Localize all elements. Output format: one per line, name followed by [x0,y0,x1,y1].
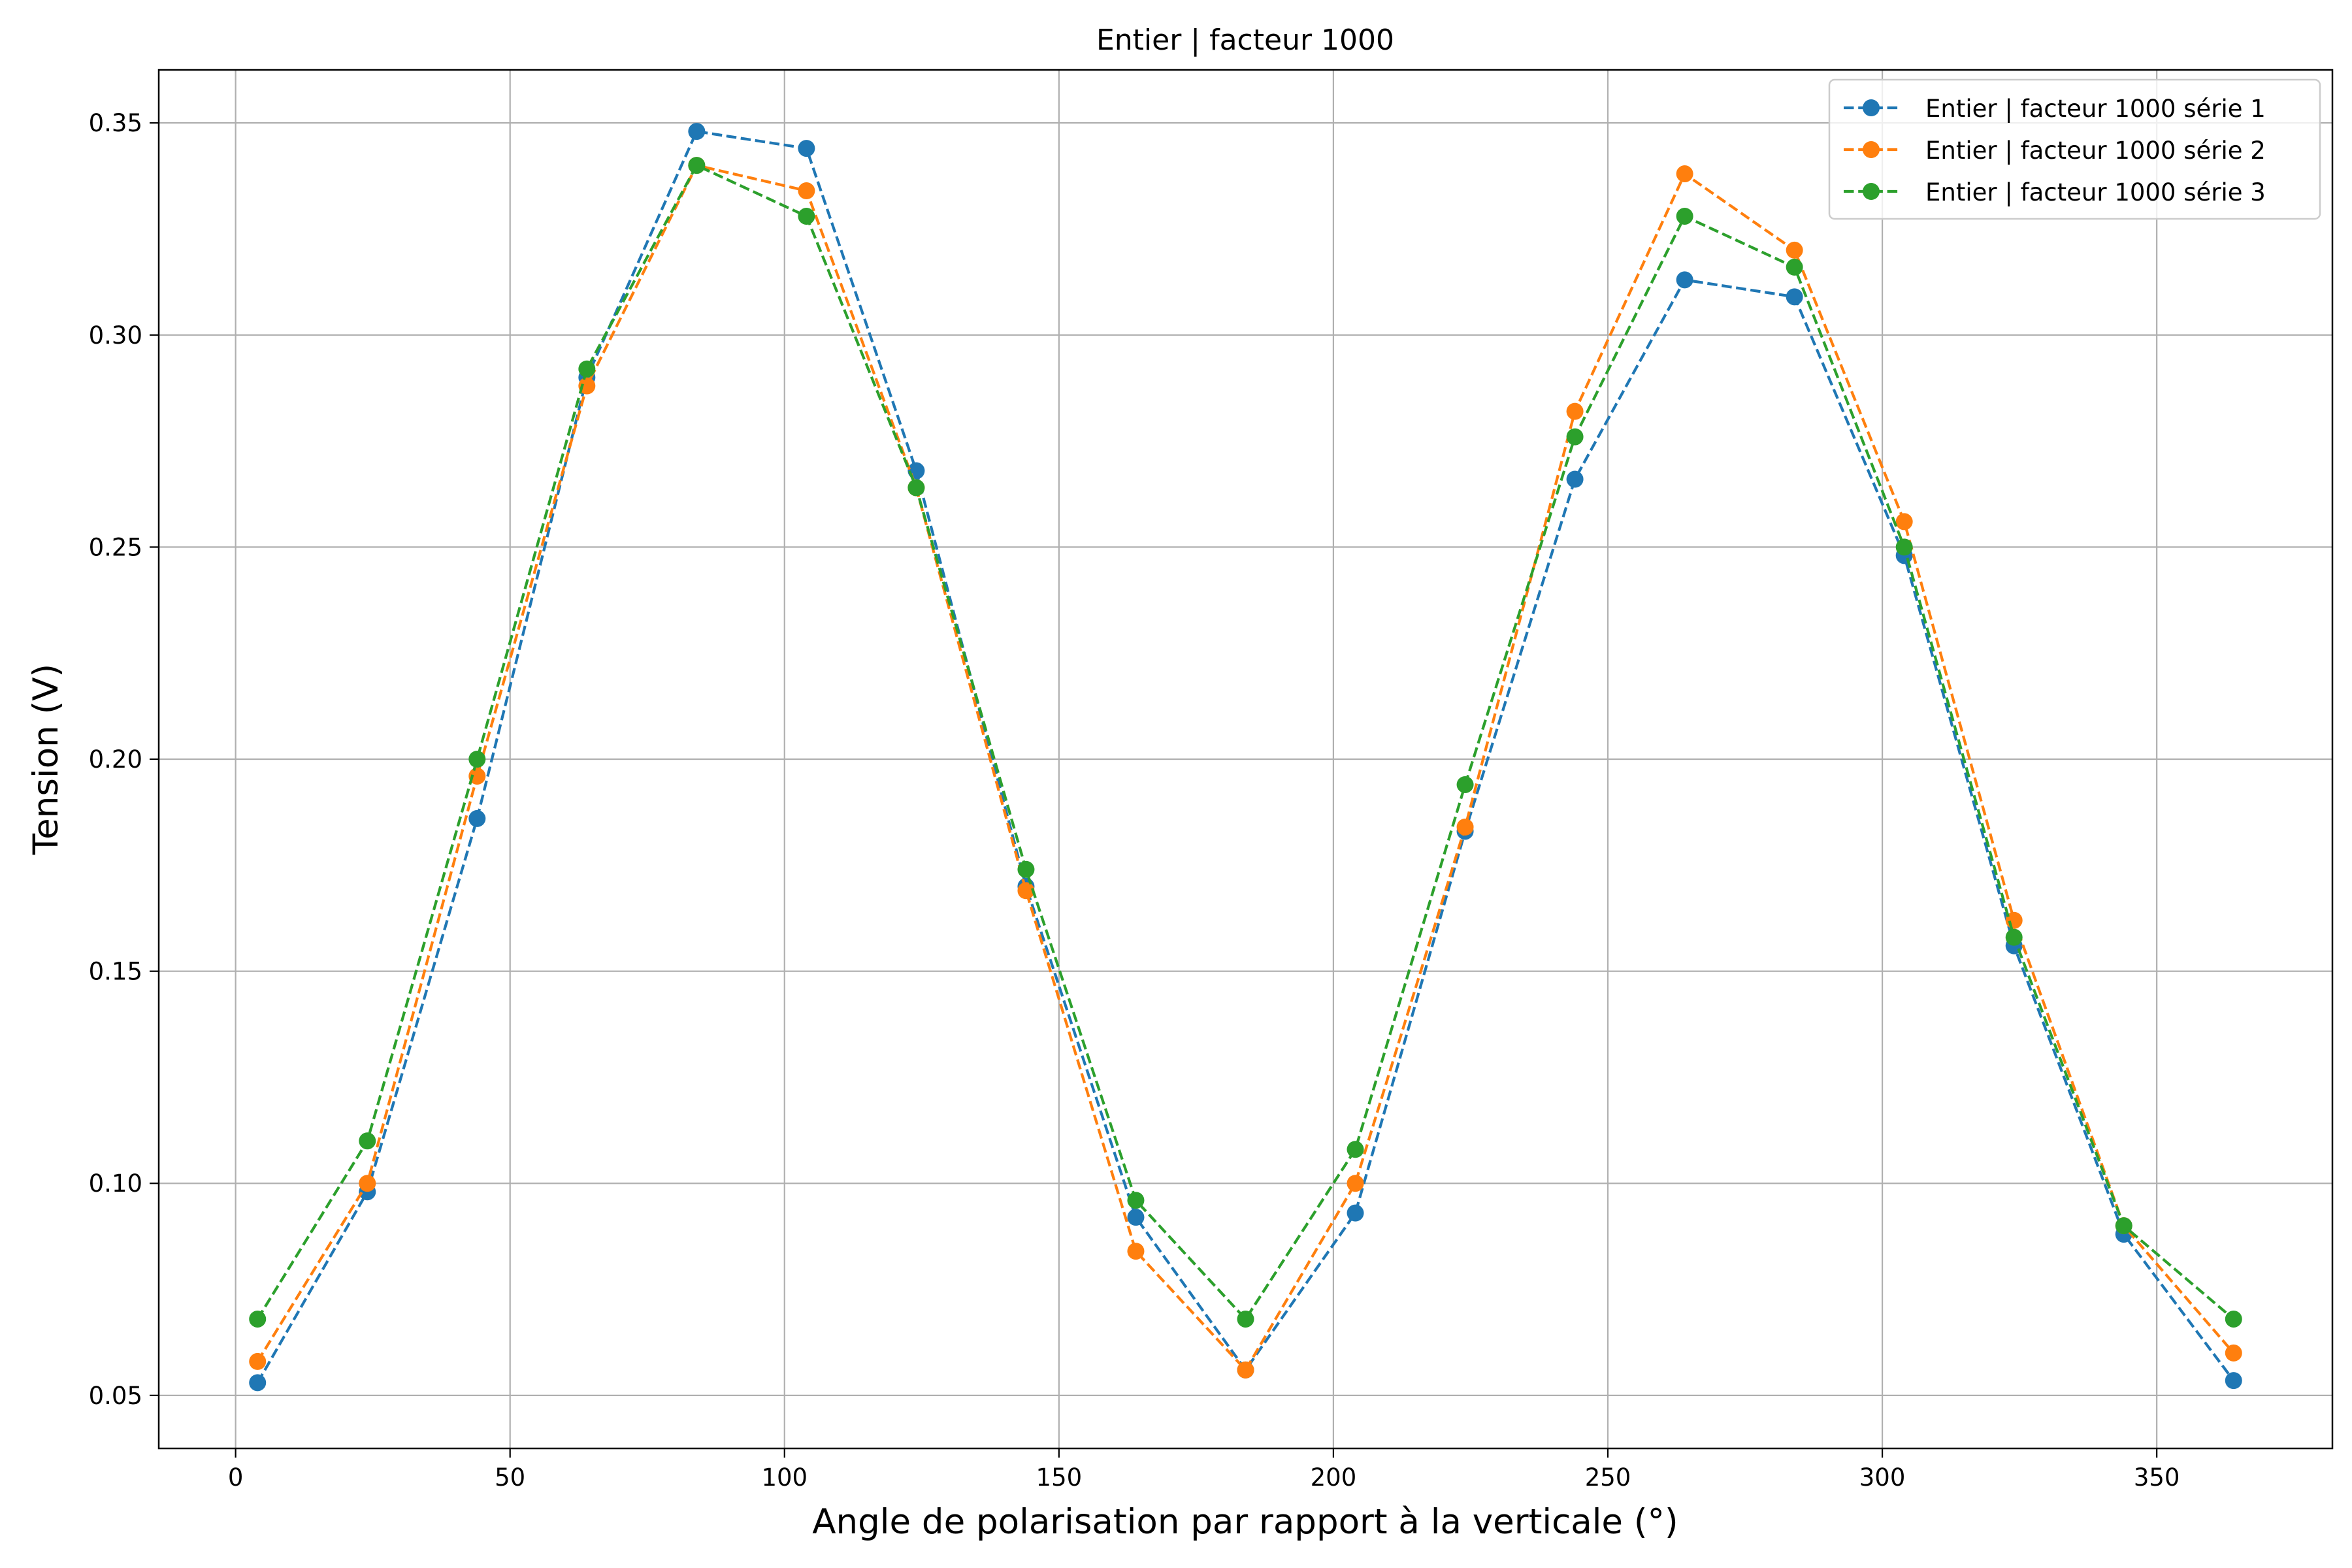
data-point [1347,1141,1364,1158]
y-tick-label: 0.10 [89,1169,142,1198]
series-3 [249,157,2242,1328]
data-point [468,751,486,768]
data-point [359,1132,376,1150]
data-point [1127,1243,1145,1260]
legend-label: Entier | facteur 1000 série 3 [1925,178,2266,206]
y-tick-label: 0.20 [89,745,142,774]
data-point [1017,882,1035,900]
data-point [1566,470,1584,488]
data-point [1347,1204,1364,1222]
y-tick-label: 0.15 [89,958,142,986]
x-tick-label: 50 [495,1463,525,1492]
x-tick-label: 350 [2134,1463,2180,1492]
x-tick-label: 0 [228,1463,244,1492]
data-point [688,123,706,140]
data-point [1676,271,1693,289]
x-tick-label: 250 [1585,1463,1631,1492]
plot-series [249,123,2242,1392]
legend-label: Entier | facteur 1000 série 1 [1925,95,2266,123]
y-tick-label: 0.30 [89,321,142,350]
data-point [1456,818,1474,836]
data-point [1786,288,1803,306]
data-point [1127,1192,1145,1209]
data-point [2225,1372,2242,1390]
data-point [249,1352,267,1370]
data-point [1786,258,1803,276]
chart-title: Entier | facteur 1000 [1096,24,1394,57]
legend-entry-3: Entier | facteur 1000 série 3 [1844,178,2266,206]
grid [159,70,2332,1448]
data-point [468,809,486,827]
data-point [2225,1310,2242,1328]
data-point [1347,1175,1364,1192]
x-tick-label: 200 [1311,1463,1357,1492]
data-point [1786,241,1803,259]
data-point [798,207,815,225]
data-point [1895,513,1913,531]
legend-marker [1863,99,1880,116]
data-point [468,767,486,785]
axis-ticks: 0 50 100 150 200 250 300 350 0.05 0.10 0.15 0.20 0.2… [89,109,2180,1492]
legend-label: Entier | facteur 1000 série 2 [1925,137,2266,165]
legend-marker [1863,183,1880,200]
x-tick-label: 150 [1036,1463,1083,1492]
data-point [1237,1310,1254,1328]
data-point [578,360,596,378]
y-axis-label: Tension (V) [26,664,66,855]
data-point [2115,1217,2132,1235]
data-point [1237,1361,1254,1379]
data-point [688,157,706,174]
data-point [578,377,596,395]
data-point [1127,1209,1145,1226]
data-point [1676,165,1693,183]
legend-entry-1: Entier | facteur 1000 série 1 [1844,95,2266,123]
legend: Entier | facteur 1000 série 1 Entier | fa… [1828,78,2321,220]
legend-box [1828,78,2321,220]
data-point [2225,1344,2242,1362]
legend-entry-2: Entier | facteur 1000 série 2 [1844,137,2266,165]
data-point [1895,538,1913,556]
data-point [1566,428,1584,446]
legend-marker [1863,141,1880,158]
data-point [798,182,815,200]
data-point [1017,860,1035,878]
x-tick-label: 300 [1859,1463,1906,1492]
y-tick-label: 0.05 [89,1382,142,1410]
data-point [1456,776,1474,793]
data-point [2005,928,2023,946]
x-axis-label: Angle de polarisation par rapport à la v… [812,1502,1678,1542]
data-point [359,1175,376,1192]
y-tick-label: 0.35 [89,109,142,137]
x-tick-label: 100 [761,1463,808,1492]
data-point [798,140,815,157]
y-tick-label: 0.25 [89,533,142,561]
data-point [907,479,925,497]
data-point [249,1374,267,1392]
data-point [249,1310,267,1328]
data-point [1566,402,1584,420]
data-point [1676,207,1693,225]
